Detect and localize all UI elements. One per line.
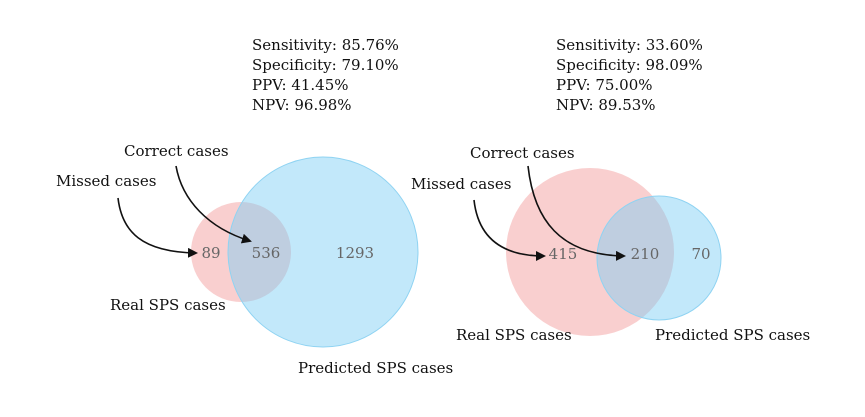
correct-cases-label-left: Correct cases [124,142,229,160]
real-sps-label-right: Real SPS cases [456,326,572,344]
correct-cases-arrow-right [527,165,626,261]
predicted-sps-label-right: Predicted SPS cases [655,326,810,344]
overlap-count-left: 536 [252,244,281,262]
sensitivity-metric-right: Sensitivity: 33.60% [556,36,703,54]
predicted-sps-circle-left [227,156,419,348]
real-only-count-left: 89 [201,244,220,262]
specificity-metric-right: Specificity: 98.09% [556,56,703,74]
correct-cases-label-right: Correct cases [470,144,575,162]
predicted-sps-label-left: Predicted SPS cases [298,359,453,377]
missed-cases-label-right: Missed cases [411,175,511,193]
real-sps-circle-left [191,202,291,302]
missed-cases-label-left: Missed cases [56,172,156,190]
correct-cases-arrow-left [175,165,252,244]
predicted-only-count-left: 1293 [336,244,374,262]
sensitivity-metric-left: Sensitivity: 85.76% [252,36,399,54]
ppv-metric-right: PPV: 75.00% [556,76,653,94]
real-sps-label-left: Real SPS cases [110,296,226,314]
missed-cases-arrow-left [117,197,198,258]
missed-cases-arrow-right [473,199,546,261]
venn-diagram-left: Sensitivity: 85.76% Specificity: 79.10% … [56,36,453,377]
overlap-count-right: 210 [631,245,660,263]
specificity-metric-left: Specificity: 79.10% [252,56,399,74]
npv-metric-right: NPV: 89.53% [556,96,656,114]
npv-metric-left: NPV: 96.98% [252,96,352,114]
ppv-metric-left: PPV: 41.45% [252,76,349,94]
real-only-count-right: 415 [549,245,578,263]
predicted-only-count-right: 70 [691,245,710,263]
venn-diagram-right: Sensitivity: 33.60% Specificity: 98.09% … [411,36,810,344]
predicted-sps-circle-right [596,195,722,321]
